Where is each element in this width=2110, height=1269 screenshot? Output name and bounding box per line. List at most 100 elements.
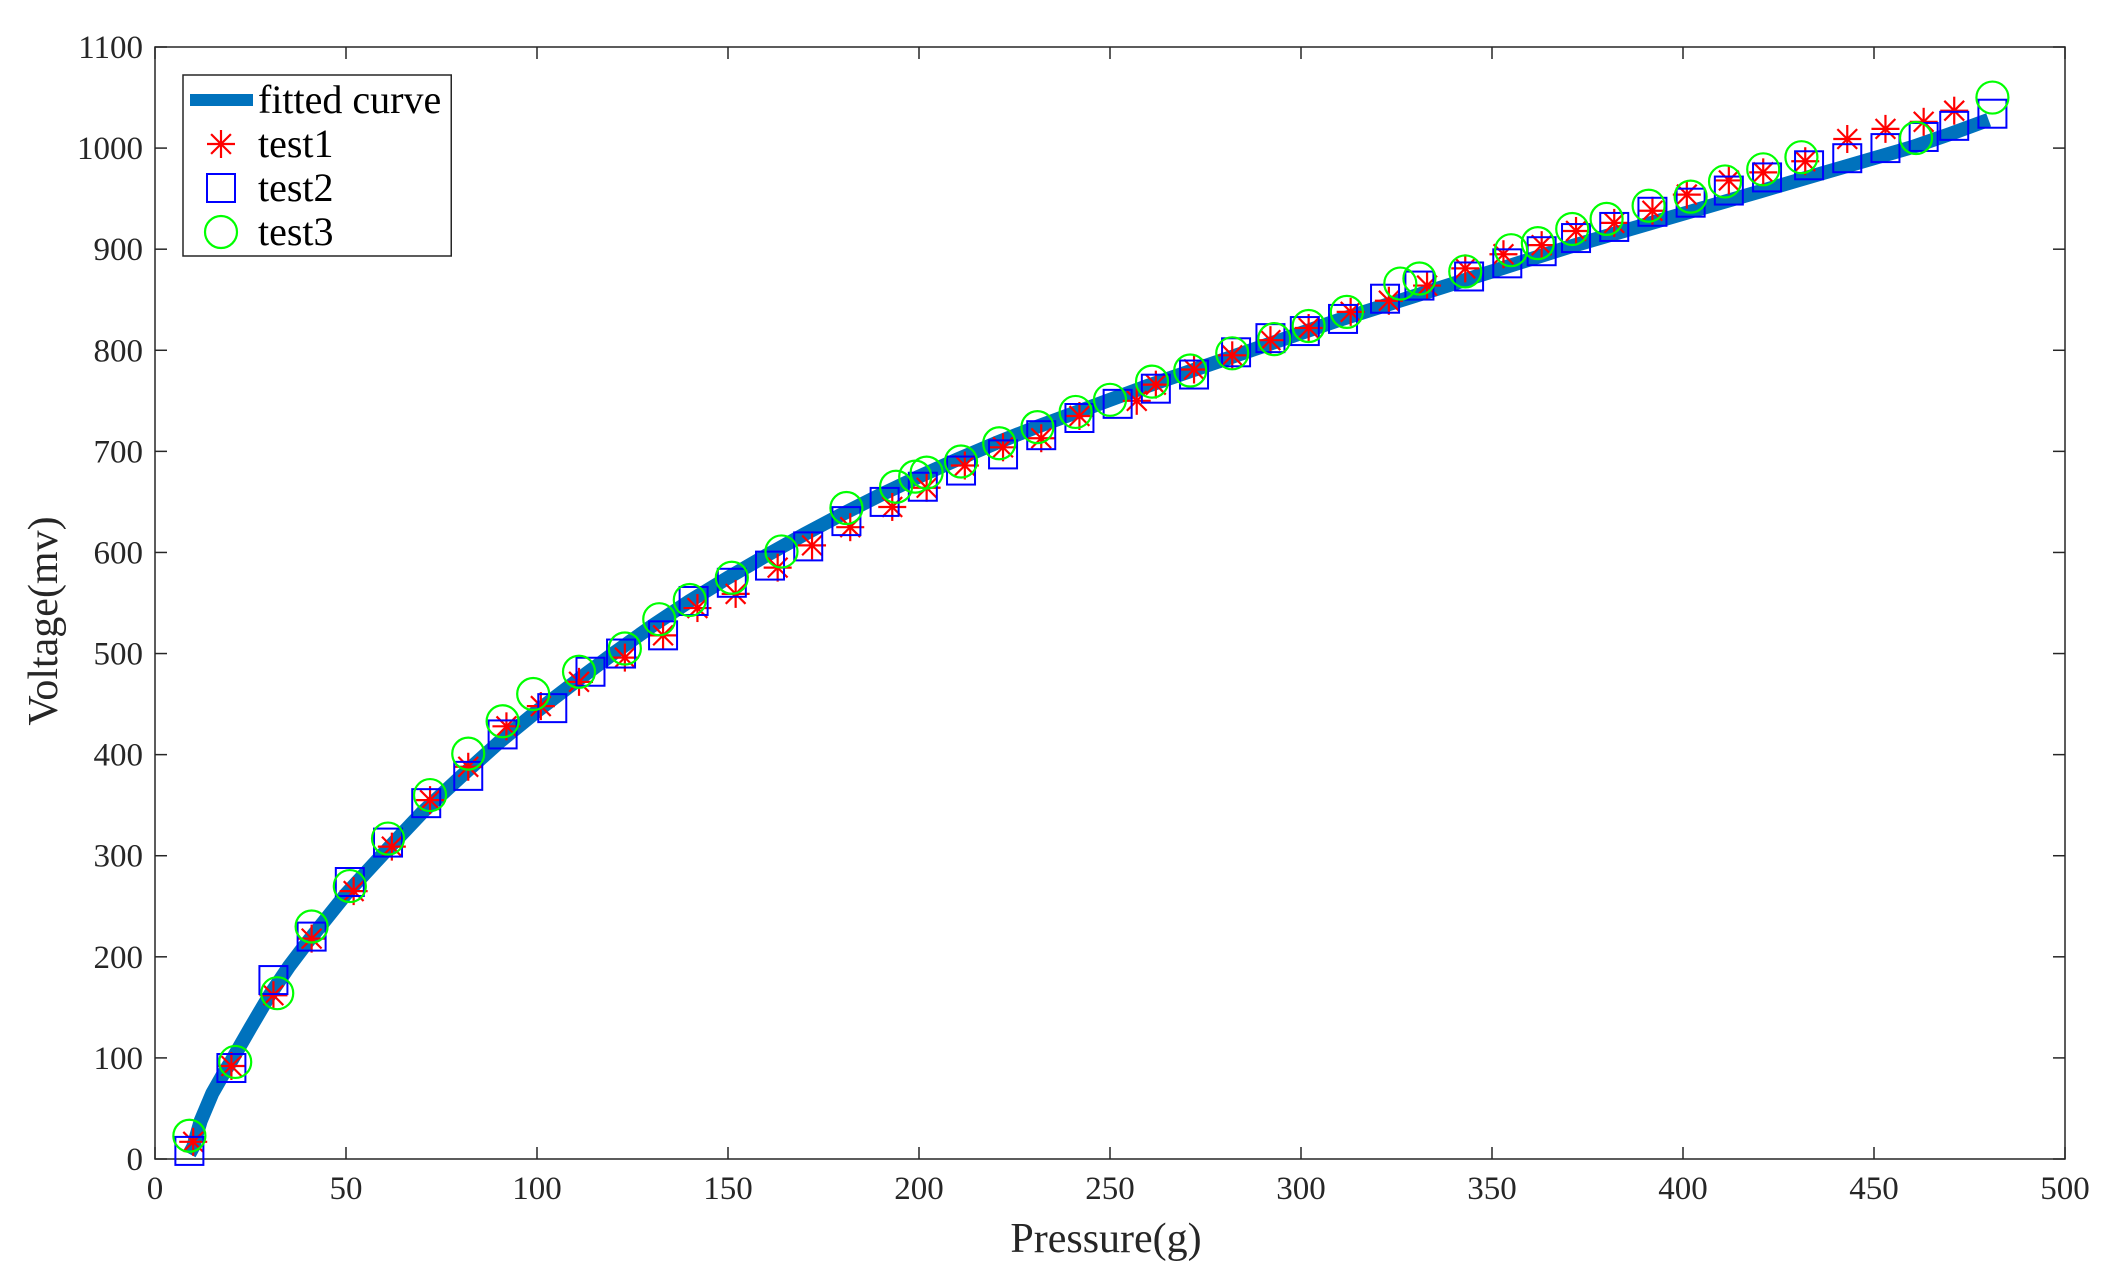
x-tick-label: 200 xyxy=(894,1171,944,1207)
test3-point xyxy=(1291,308,1326,344)
legend-swatch-circle xyxy=(203,214,239,250)
test2-point xyxy=(606,638,637,669)
y-tick-label: 700 xyxy=(94,434,144,470)
test1-point xyxy=(217,1051,246,1080)
test3-point xyxy=(829,490,864,526)
test2-point xyxy=(1637,196,1668,227)
y-tick-label: 900 xyxy=(94,232,144,268)
test2-point xyxy=(1026,420,1057,451)
test3-point xyxy=(451,736,486,771)
test2-point xyxy=(1977,98,2008,129)
test2-point xyxy=(755,550,786,581)
test1-point xyxy=(1527,231,1556,260)
test1-point xyxy=(259,981,288,1010)
test2-point xyxy=(1064,403,1095,434)
test2-point xyxy=(373,827,404,858)
y-tick-label: 200 xyxy=(94,940,144,976)
test2-point xyxy=(1939,110,1970,141)
x-tick-label: 250 xyxy=(1085,1171,1135,1207)
series-test2 xyxy=(174,98,2008,1166)
y-tick-label: 400 xyxy=(94,738,144,774)
test3-point xyxy=(1555,211,1590,247)
x-tick-label: 100 xyxy=(512,1171,562,1207)
test3-point xyxy=(982,426,1017,461)
test1-point xyxy=(1600,208,1629,237)
test2-point xyxy=(1102,388,1133,419)
test3-point xyxy=(1020,410,1055,445)
test2-point xyxy=(174,1135,205,1166)
test3-point xyxy=(1092,382,1128,417)
test3-point xyxy=(412,777,448,813)
fitted-curve-layer xyxy=(183,113,1992,1158)
test3-point xyxy=(1898,120,1934,156)
test3-point xyxy=(516,676,551,712)
x-tick-label: 300 xyxy=(1276,1171,1326,1207)
x-tick-label: 0 xyxy=(147,1171,164,1207)
test2-point xyxy=(296,921,327,952)
x-tick-label: 450 xyxy=(1849,1171,1899,1207)
test2-point xyxy=(1870,133,1901,164)
test2-point xyxy=(1140,373,1171,404)
x-tick-label: 350 xyxy=(1467,1171,1517,1207)
legend-entry-test3: test3 xyxy=(203,209,334,254)
test3-point xyxy=(370,821,406,856)
test1-point xyxy=(1909,107,1938,136)
test3-point xyxy=(1173,353,1208,388)
test3-point xyxy=(1493,233,1529,268)
marker-layer xyxy=(172,80,2010,1166)
test3-point xyxy=(1784,140,1819,175)
test1-point xyxy=(1027,424,1056,453)
test3-point xyxy=(878,469,914,504)
test2-point xyxy=(793,531,824,562)
test3-point xyxy=(1448,254,1483,289)
test2-point xyxy=(1752,162,1783,193)
test2-point xyxy=(1561,223,1592,254)
test3-point xyxy=(485,704,520,739)
y-tick-label: 100 xyxy=(94,1041,144,1077)
test3-point xyxy=(764,534,799,569)
axis-ticks: 0 50 100 150 200 250 300 350 400 450 500 0 100 200 300… xyxy=(77,30,2090,1207)
test3-point xyxy=(1589,201,1624,236)
y-tick-label: 1000 xyxy=(77,131,143,167)
test3-point xyxy=(943,444,979,479)
test1-point xyxy=(1256,326,1285,355)
test1-point xyxy=(798,531,827,560)
test2-point xyxy=(648,620,679,651)
test2-point xyxy=(411,788,442,819)
x-axis-label: Pressure(g) xyxy=(1010,1216,1201,1262)
test3-point xyxy=(1673,179,1708,214)
test1-point xyxy=(1714,166,1743,195)
test2-point xyxy=(216,1053,247,1084)
test2-point xyxy=(487,719,518,750)
test3-point xyxy=(561,654,597,689)
test1-point xyxy=(1374,286,1403,315)
y-tick-label: 0 xyxy=(127,1142,144,1178)
y-tick-label: 800 xyxy=(94,333,144,369)
test2-point xyxy=(1179,359,1210,390)
test1-point xyxy=(1294,314,1323,343)
test2-point xyxy=(716,567,747,598)
legend-label: test3 xyxy=(258,209,334,254)
test2-point xyxy=(1832,143,1863,174)
y-tick-label: 1100 xyxy=(78,30,143,66)
test3-point xyxy=(1631,188,1666,223)
legend-swatch-asterisk xyxy=(207,130,235,158)
test3-point xyxy=(294,909,329,944)
x-tick-label: 50 xyxy=(330,1171,363,1207)
y-axis-label: Voltage(mv) xyxy=(21,516,67,725)
test3-point xyxy=(1975,80,2010,115)
test3-point xyxy=(1402,261,1437,296)
test2-point xyxy=(1328,303,1359,334)
test3-point xyxy=(607,631,642,666)
test1-point xyxy=(1871,114,1900,143)
legend-swatch-square xyxy=(206,173,236,203)
test2-point xyxy=(1713,175,1744,206)
y-tick-label: 500 xyxy=(94,637,144,673)
test3-point xyxy=(218,1044,253,1080)
test3-point xyxy=(714,560,749,595)
test3-point xyxy=(1257,322,1292,357)
test3-point xyxy=(672,582,707,618)
